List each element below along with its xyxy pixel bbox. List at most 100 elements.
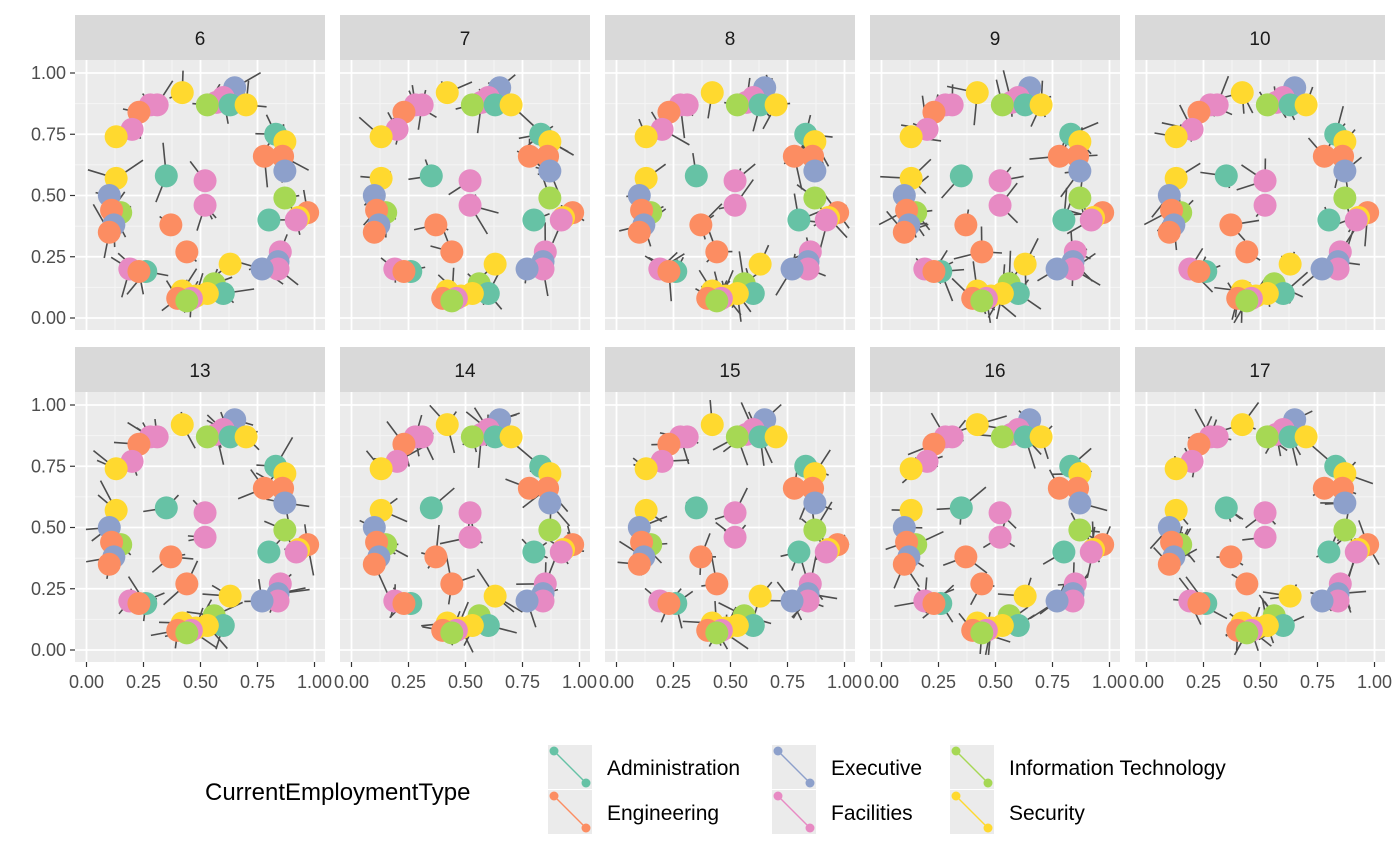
network-node <box>725 425 749 449</box>
facet-strip-label: 9 <box>990 29 1001 50</box>
legend-key-line <box>553 750 587 784</box>
network-node <box>988 501 1012 525</box>
y-tick-label: 0.00 <box>31 640 66 660</box>
facet-panel: 13 0.00 0.25 0.50 0.75 1.00 0.00 0.25 0.50 0.75 1.… <box>31 347 332 692</box>
network-node <box>814 208 838 232</box>
network-node <box>689 545 713 569</box>
facet-strip-label: 8 <box>725 29 736 50</box>
network-node <box>1157 220 1181 244</box>
network-node <box>954 213 978 237</box>
network-node <box>1312 476 1336 500</box>
network-node <box>970 621 994 645</box>
node-group <box>627 76 850 313</box>
network-node <box>1013 584 1037 608</box>
network-node <box>175 289 199 313</box>
x-tick-label: 0.25 <box>921 672 956 692</box>
x-tick-label: 0.50 <box>448 672 483 692</box>
network-node <box>252 476 276 500</box>
network-node <box>782 476 806 500</box>
network-node <box>392 259 416 283</box>
network-node <box>234 93 258 117</box>
network-node <box>764 93 788 117</box>
network-node <box>1029 425 1053 449</box>
network-node <box>250 589 274 613</box>
network-node <box>700 81 724 105</box>
network-node <box>965 413 989 437</box>
network-node <box>1333 518 1357 542</box>
legend-label: Security <box>1009 802 1085 825</box>
network-node <box>684 496 708 520</box>
legend-entry: Security <box>950 790 1085 834</box>
node-group <box>892 76 1115 313</box>
network-node <box>549 540 573 564</box>
facet-panels: 6 0.00 0.25 0.50 0.75 1.00 7 8 9 10 13 0.00 0.25 0.50… <box>31 15 1392 692</box>
facet-strip-label: 14 <box>454 361 476 382</box>
network-node <box>787 540 811 564</box>
network-node <box>1013 425 1037 449</box>
network-node <box>1310 589 1334 613</box>
y-tick-label: 0.25 <box>31 579 66 599</box>
facet-panel: 9 <box>870 15 1120 330</box>
network-node <box>193 193 217 217</box>
network-node <box>97 552 121 576</box>
network-node <box>419 496 443 520</box>
network-node <box>175 572 199 596</box>
network-node <box>1052 208 1076 232</box>
network-node <box>1333 491 1357 515</box>
network-node <box>705 240 729 264</box>
network-node <box>780 257 804 281</box>
network-node <box>1164 457 1188 481</box>
legend-key-point <box>773 791 783 801</box>
network-node <box>1219 213 1243 237</box>
network-node <box>1214 496 1238 520</box>
legend-key-point <box>951 791 961 801</box>
network-node <box>458 193 482 217</box>
network-node <box>419 164 443 188</box>
network-node <box>435 81 459 105</box>
x-tick-label: 0.75 <box>240 672 275 692</box>
network-node <box>218 584 242 608</box>
facet-strip <box>75 347 325 392</box>
legend-key-line <box>955 750 989 784</box>
network-node <box>1278 252 1302 276</box>
network-node <box>460 93 484 117</box>
legend-key-point <box>549 791 559 801</box>
x-tick-label: 0.50 <box>978 672 1013 692</box>
x-tick-label: 0.25 <box>656 672 691 692</box>
network-node <box>1333 159 1357 183</box>
network-node <box>159 213 183 237</box>
network-node <box>1230 413 1254 437</box>
x-tick-label: 1.00 <box>297 672 332 692</box>
network-node <box>234 425 258 449</box>
network-node <box>990 93 1014 117</box>
network-node <box>1278 425 1302 449</box>
network-node <box>741 614 765 637</box>
x-tick-label: 1.00 <box>562 672 597 692</box>
network-node <box>1006 614 1030 637</box>
network-node <box>1317 208 1341 232</box>
network-node <box>748 425 772 449</box>
facet-strip <box>1135 15 1385 60</box>
network-node <box>1061 257 1085 281</box>
network-node <box>705 572 729 596</box>
network-node <box>517 476 541 500</box>
network-node <box>392 591 416 615</box>
network-node <box>127 259 151 283</box>
network-node <box>1326 589 1350 613</box>
node-group <box>362 408 585 645</box>
x-tick-label: 0.50 <box>183 672 218 692</box>
network-node <box>97 220 121 244</box>
legend-key-line <box>777 750 811 784</box>
network-node <box>803 159 827 183</box>
network-node <box>159 545 183 569</box>
network-node <box>1344 540 1368 564</box>
facet-panel: 10 <box>1135 15 1385 330</box>
x-tick-label: 0.00 <box>599 672 634 692</box>
network-node <box>700 413 724 437</box>
network-node <box>1271 282 1295 305</box>
node-group <box>1157 76 1380 313</box>
legend-entry: Facilities <box>772 790 913 834</box>
network-node <box>1052 540 1076 564</box>
legend-key-point <box>983 778 993 788</box>
network-node <box>211 614 235 637</box>
